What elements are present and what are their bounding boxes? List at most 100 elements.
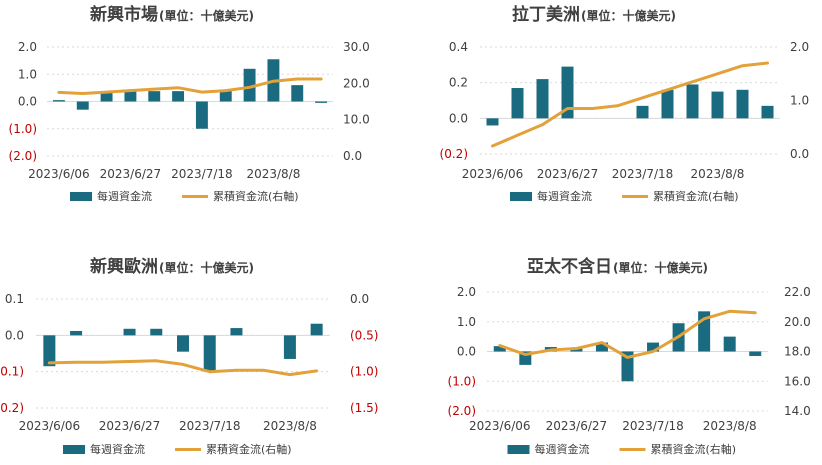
left-axis-tick-label: 0.0	[457, 345, 476, 359]
bar	[52, 100, 65, 102]
right-axis-tick-label: (1.5)	[350, 401, 378, 415]
bar	[647, 342, 660, 352]
left-axis-tick-label: (0.2)	[0, 401, 24, 415]
bar	[511, 88, 524, 119]
legend-bar-swatch	[507, 445, 530, 454]
x-axis-tick-label: 2023/6/06	[19, 419, 81, 433]
chart-panel-2: 拉丁美洲(單位：十億美元) 0.4 0.2 0.0 (0.2) 2.0 1.0 0.0 2023…	[440, 4, 810, 203]
chart-title-main: 亞太不含日	[527, 256, 612, 277]
right-axis-tick-label: 18.0	[784, 345, 811, 359]
bar	[203, 335, 216, 372]
bar	[243, 68, 256, 102]
cumulative-line	[491, 61, 769, 148]
right-axis-tick-label: 22.0	[784, 285, 811, 299]
x-axis-tick-label: 2023/7/18	[612, 167, 674, 181]
right-axis-tick-label: 2.0	[790, 40, 809, 54]
bar	[315, 101, 328, 103]
left-axis-tick-label: (2.0)	[9, 149, 37, 163]
left-axis-tick-label: (2.0)	[448, 404, 476, 418]
bar	[195, 101, 208, 129]
chart-title: 新興市場(單位：十億美元)	[90, 4, 254, 25]
right-axis-tick-label: 0.0	[350, 292, 369, 306]
left-axis-tick-label: 2.0	[457, 285, 476, 299]
left-axis-tick-label: 1.0	[457, 315, 476, 329]
cumulative-line	[47, 359, 319, 377]
legend: 每週資金流 累積資金流(右軸)	[70, 189, 299, 203]
bar	[124, 90, 137, 102]
right-axis-tick-label: 20.0	[784, 315, 811, 329]
chart-panel-4: 亞太不含日(單位：十億美元) 2.0 1.0 0.0 (1.0) (2.0) 22.0 20.…	[448, 256, 811, 456]
legend-bar-swatch	[63, 445, 85, 454]
left-axis-tick-label: 0.0	[449, 111, 468, 125]
left-axis-tick-label: (0.1)	[0, 365, 24, 379]
bar	[636, 105, 649, 119]
right-axis-tick-label: 0.0	[790, 147, 809, 161]
bar	[230, 328, 243, 336]
right-axis-tick-label: 1.0	[790, 94, 809, 108]
bar	[486, 118, 499, 126]
bar	[661, 89, 674, 119]
bar	[736, 89, 749, 119]
chart-title: 新興歐洲(單位：十億美元)	[90, 256, 254, 277]
x-axis-tick-label: 2023/8/8	[263, 419, 317, 433]
right-axis-tick-label: 14.0	[784, 404, 811, 418]
bar	[711, 91, 724, 119]
bar	[686, 84, 699, 119]
x-axis-tick-label: 2023/7/18	[171, 167, 233, 181]
bar	[493, 346, 506, 352]
legend: 每週資金流 累積資金流(右軸)	[510, 189, 739, 203]
chart-title-unit: (單位：十億美元)	[613, 260, 708, 275]
bar	[172, 91, 185, 102]
bar	[723, 336, 736, 352]
legend-bar-swatch	[510, 192, 532, 201]
x-axis-tick-label: 2023/6/27	[99, 419, 161, 433]
legend-bar-label: 每週資金流	[537, 189, 592, 203]
x-axis-tick-label: 2023/6/27	[100, 167, 162, 181]
bar	[177, 335, 189, 352]
bar	[310, 323, 323, 336]
right-axis-tick-label: 10.0	[343, 113, 370, 127]
legend: 每週資金流 累積資金流(右軸)	[63, 442, 292, 456]
bar	[148, 91, 161, 102]
legend-line-label: 累積資金流(右軸)	[651, 442, 737, 456]
bar	[70, 330, 83, 336]
right-axis-tick-label: 30.0	[343, 40, 370, 54]
legend-line-label: 累積資金流(右軸)	[653, 189, 739, 203]
right-axis-tick-label: (0.5)	[350, 328, 378, 342]
bar	[621, 351, 634, 382]
left-axis-tick-label: 2.0	[18, 40, 37, 54]
bar	[100, 91, 113, 102]
legend-bar-label: 每週資金流	[90, 442, 145, 456]
bar	[43, 335, 56, 367]
bar	[561, 66, 574, 119]
bar	[219, 91, 232, 102]
left-axis-tick-label: 1.0	[18, 67, 37, 81]
bar	[749, 351, 762, 356]
chart-title: 拉丁美洲(單位：十億美元)	[512, 4, 676, 25]
bar	[595, 342, 608, 352]
legend: 每週資金流 累積資金流(右軸)	[507, 442, 737, 456]
left-axis-tick-label: 0.1	[5, 292, 24, 306]
cumulative-line	[57, 77, 323, 95]
left-axis-tick-label: 0.4	[449, 40, 468, 54]
left-axis-tick-label: 0.0	[18, 95, 37, 109]
chart-title-unit: (單位：十億美元)	[159, 8, 254, 23]
left-axis-tick-label: 0.0	[5, 328, 24, 342]
x-axis-tick-label: 2023/7/18	[622, 419, 684, 433]
legend-bar-label: 每週資金流	[97, 189, 152, 203]
right-axis-tick-label: 20.0	[343, 76, 370, 90]
x-axis-tick-label: 2023/6/27	[546, 419, 608, 433]
legend-bar-label: 每週資金流	[535, 442, 590, 456]
chart-panel-1: 新興市場(單位：十億美元) 2.0 1.0 0.0 (1.0) (2.0) 30.0 20.0…	[9, 4, 370, 203]
chart-panel-3: 新興歐洲(單位：十億美元) 0.1 0.0 (0.1) (0.2) 0.0 (0.5) (1.…	[0, 256, 378, 456]
left-axis-tick-label: 0.2	[449, 76, 468, 90]
chart-title: 亞太不含日(單位：十億美元)	[527, 256, 708, 277]
right-axis-tick-label: 0.0	[343, 149, 362, 163]
bar	[761, 105, 774, 119]
chart-title-unit: (單位：十億美元)	[581, 8, 676, 23]
bar	[123, 328, 136, 336]
x-axis-tick-label: 2023/6/06	[462, 167, 524, 181]
bar	[76, 101, 89, 110]
chart-title-main: 新興市場	[90, 4, 158, 25]
x-axis-tick-label: 2023/8/8	[703, 419, 757, 433]
